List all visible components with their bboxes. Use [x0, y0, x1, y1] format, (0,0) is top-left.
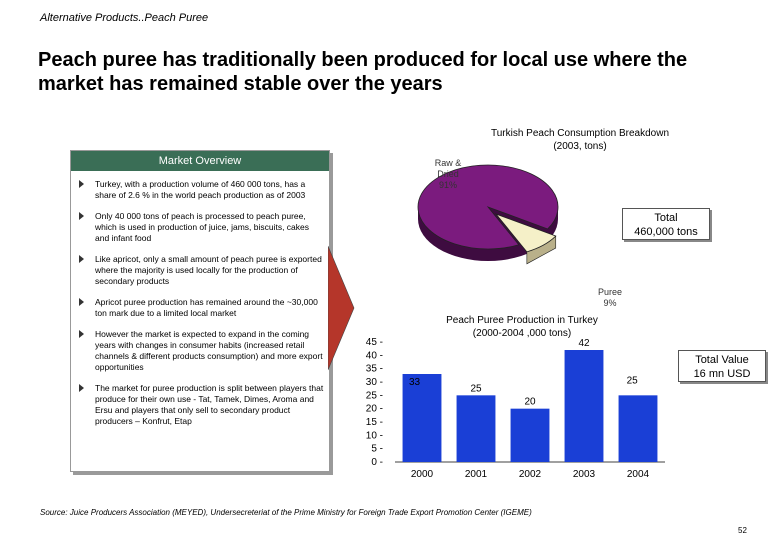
pie-title-line1: Turkish Peach Consumption Breakdown [490, 128, 670, 139]
bar-2003 [564, 350, 604, 462]
y-tick-label: 15 - [366, 417, 383, 428]
pie-label-raw-dried: Raw & Dried 91% [434, 158, 462, 190]
y-tick-label: 45 - [366, 337, 383, 348]
market-overview-panel: Market Overview Turkey, with a productio… [70, 150, 330, 472]
callout-arrow-icon [328, 245, 355, 371]
pie-slice-puree-top [494, 213, 557, 253]
pie-label-puree: Puree 9% [597, 287, 623, 308]
list-item: Only 40 000 tons of peach is processed t… [79, 211, 325, 244]
total-value-box: Total Value 16 mn USD [678, 350, 766, 382]
y-tick-label: 5 - [371, 444, 383, 455]
source-note: Source: Juice Producers Association (MEY… [40, 508, 532, 517]
bar-chart-title: Peach Puree Production in Turkey (2000-2… [392, 314, 652, 340]
bar-2001 [456, 395, 496, 462]
pie-title-line2: (2003, tons) [553, 141, 607, 152]
y-tick-label: 0 - [371, 457, 383, 468]
y-tick-label: 25 - [366, 390, 383, 401]
bar-title-line1: Peach Puree Production in Turkey [446, 315, 598, 326]
list-item: Apricot puree production has remained ar… [79, 297, 325, 319]
bar-value-label: 42 [578, 338, 590, 349]
market-overview-list: Turkey, with a production volume of 460 … [79, 179, 325, 437]
bar-value-label: 25 [470, 383, 482, 394]
list-item: Like apricot, only a small amount of pea… [79, 254, 325, 287]
bar-2000 [402, 374, 442, 462]
bar-2004 [618, 395, 658, 462]
x-tick-label: 2004 [627, 469, 650, 480]
x-tick-label: 2002 [519, 469, 542, 480]
market-overview-header: Market Overview [71, 151, 329, 171]
bullet-arrow-icon [79, 255, 84, 263]
y-tick-label: 30 - [366, 377, 383, 388]
bar-value-label: 33 [409, 377, 421, 388]
page-title: Peach puree has traditionally been produ… [38, 49, 688, 95]
y-tick-label: 10 - [366, 430, 383, 441]
bullet-arrow-icon [79, 384, 84, 392]
bar-chart: 0 - 5 - 10 - 15 - 20 - 25 - 30 - 35 - 40 - 45 - 33… [366, 337, 665, 480]
page-number: 52 [738, 526, 747, 535]
pie-slice-puree [494, 213, 557, 265]
x-tick-label: 2001 [465, 469, 488, 480]
bullet-arrow-icon [79, 212, 84, 220]
breadcrumb: Alternative Products..Peach Puree [40, 12, 209, 24]
list-item: Turkey, with a production volume of 460 … [79, 179, 325, 201]
pie-chart-title: Turkish Peach Consumption Breakdown (200… [390, 127, 770, 153]
bullet-arrow-icon [79, 330, 84, 338]
y-tick-label: 20 - [366, 404, 383, 415]
bar-value-label: 20 [524, 397, 536, 408]
total-tons-box: Total 460,000 tons [622, 208, 710, 240]
bullet-arrow-icon [79, 180, 84, 188]
y-tick-label: 40 - [366, 350, 383, 361]
x-tick-label: 2003 [573, 469, 596, 480]
bar-value-label: 25 [627, 375, 639, 386]
pie-slice-raw-dried [417, 164, 559, 250]
pie-chart [417, 164, 559, 265]
bar-2002 [510, 408, 550, 462]
bar-title-line2: (2000-2004 ,000 tons) [472, 328, 572, 339]
list-item: However the market is expected to expand… [79, 329, 325, 373]
bullet-arrow-icon [79, 298, 84, 306]
x-tick-label: 2000 [411, 469, 434, 480]
list-item: The market for puree production is split… [79, 383, 325, 427]
y-tick-label: 35 - [366, 364, 383, 375]
